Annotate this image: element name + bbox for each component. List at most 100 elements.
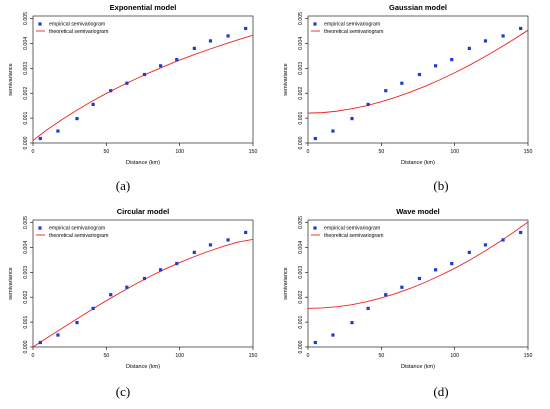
caption-d: (d): [433, 384, 449, 399]
y-axis-label: semivariance: [283, 267, 289, 299]
empirical-point: [226, 238, 230, 242]
legend-theoretical-label: theoretical semivariogram: [324, 29, 383, 35]
y-tick-label: 0.001: [298, 315, 304, 328]
chart-panel-c: Circular model 0 50 100 150 0.000 0.001 0.002 0.…: [0, 204, 275, 382]
legend-box: [311, 19, 409, 37]
y-tick-label: 0.004: [23, 37, 29, 50]
empirical-point: [384, 293, 388, 297]
empirical-point: [226, 34, 230, 38]
empirical-point: [519, 26, 523, 31]
empirical-point: [400, 285, 404, 289]
x-axis-label: Distance (km): [126, 160, 160, 166]
x-tick-label: 150: [524, 353, 533, 359]
legend-empirical-marker: [38, 226, 42, 230]
x-tick-label: 100: [450, 353, 459, 359]
empirical-point: [244, 230, 248, 235]
chart-gaussian: Gaussian model 0 50 100 150 0.000 0.001 0.002 0.…: [283, 3, 532, 166]
y-tick-label: 0.005: [298, 216, 304, 229]
theoretical-line: [307, 29, 529, 114]
legend-box: [311, 223, 409, 241]
empirical-point: [366, 306, 370, 311]
theoretical-line: [307, 221, 529, 309]
empirical-point: [125, 81, 129, 85]
empirical-point: [159, 268, 163, 272]
chart-wave: Wave model 0 50 100 150 0.000 0.001 0.002 0.003 0…: [283, 207, 533, 370]
y-tick-label: 0.002: [23, 291, 29, 304]
legend-empirical-marker: [313, 226, 317, 230]
empirical-point: [450, 57, 454, 62]
plot-frame: [307, 219, 529, 348]
plot-frame: [32, 219, 254, 348]
empirical-point: [384, 89, 388, 93]
legend-theoretical-label: theoretical semivariogram: [49, 29, 108, 35]
empirical-point: [56, 129, 60, 133]
y-tick-label: 0.003: [298, 266, 304, 279]
empirical-point: [142, 276, 147, 281]
x-tick-label: 100: [450, 149, 459, 155]
x-tick-label: 0: [32, 149, 35, 155]
empirical-point: [313, 136, 317, 141]
empirical-point: [350, 116, 354, 121]
chart-circular: Circular model 0 50 100 150 0.000 0.001 0.002 0.…: [8, 207, 257, 370]
chart-exponential: Exponential model 0 50 100 150 0.000 0.001 0.00…: [8, 3, 258, 166]
empirical-point: [91, 102, 95, 107]
y-tick-label: 0.003: [23, 62, 29, 75]
empirical-point: [313, 340, 317, 345]
empirical-point: [109, 293, 113, 297]
empirical-point: [467, 46, 471, 50]
caption-a: (a): [115, 178, 131, 193]
chart-panel-b: Gaussian model 0 50 100 150 0.000 0.001 0.002 0.…: [275, 0, 550, 178]
y-tick-label: 0.001: [298, 111, 304, 124]
legend-box: [36, 19, 134, 37]
empirical-point: [417, 276, 422, 281]
empirical-point: [350, 320, 354, 325]
empirical-point: [450, 261, 454, 266]
x-tick-label: 150: [249, 149, 258, 155]
empirical-point: [501, 34, 505, 38]
chart-title: Wave model: [396, 207, 439, 216]
y-tick-label: 0.002: [23, 87, 29, 100]
empirical-point: [400, 81, 404, 85]
empirical-point: [192, 250, 196, 254]
chart-title: Gaussian model: [389, 3, 447, 12]
legend-empirical-marker: [38, 22, 42, 26]
y-tick-label: 0.001: [23, 111, 29, 124]
legend-empirical-marker: [313, 22, 317, 26]
chart-title: Exponential model: [110, 3, 177, 12]
empirical-point: [75, 320, 79, 325]
empirical-point: [38, 340, 42, 345]
legend-empirical-label: empirical semivariogram: [49, 226, 105, 232]
y-tick-label: 0.001: [23, 315, 29, 328]
legend-box: [36, 223, 134, 241]
x-tick-label: 100: [175, 149, 184, 155]
empirical-point: [175, 57, 179, 62]
empirical-point: [208, 39, 213, 43]
empirical-point: [56, 333, 60, 337]
legend-empirical-label: empirical semivariogram: [324, 22, 380, 28]
empirical-point: [417, 72, 422, 77]
empirical-point: [519, 230, 523, 235]
x-tick-label: 0: [32, 353, 35, 359]
y-tick-label: 0.002: [298, 291, 304, 304]
legend-theoretical-label: theoretical semivariogram: [49, 233, 108, 239]
x-axis-label: Distance (km): [126, 364, 160, 370]
y-tick-label: 0.004: [298, 37, 304, 50]
plot-frame: [32, 15, 254, 144]
empirical-point: [159, 64, 163, 68]
plot-frame: [307, 15, 529, 144]
legend-empirical-label: empirical semivariogram: [324, 226, 380, 232]
empirical-point: [208, 243, 213, 247]
empirical-point: [91, 306, 95, 311]
empirical-point: [38, 136, 42, 141]
y-axis-label: semivariance: [283, 63, 289, 95]
legend-empirical-label: empirical semivariogram: [49, 22, 105, 28]
empirical-point: [142, 72, 147, 77]
x-tick-label: 0: [307, 353, 310, 359]
y-tick-label: 0.000: [23, 340, 29, 353]
chart-title: Circular model: [117, 207, 170, 216]
empirical-point: [331, 129, 335, 133]
theoretical-line: [32, 34, 254, 141]
chart-panel-d: Wave model 0 50 100 150 0.000 0.001 0.002 0.003 0…: [275, 204, 550, 382]
empirical-point: [125, 285, 129, 289]
empirical-point: [366, 102, 370, 107]
